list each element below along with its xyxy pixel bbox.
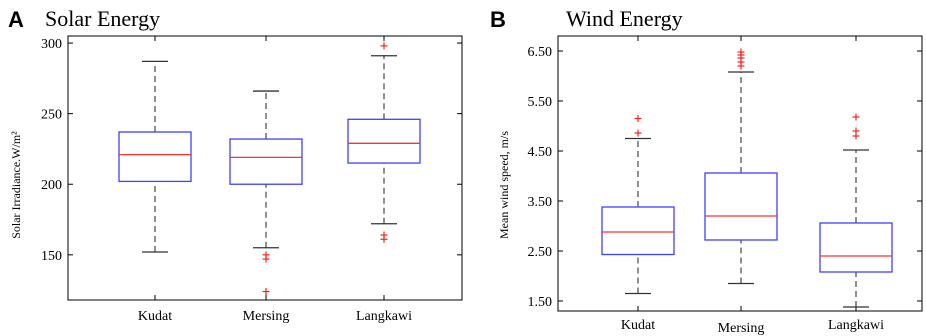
wind-outlier-langkawi: [852, 113, 860, 121]
wind-box-kudat: [601, 206, 675, 256]
wind-energy-panel: B Wind Energy Mean wind speed, m/s 1.50 2…: [490, 6, 923, 336]
solar-outlier-mersing: [262, 288, 270, 296]
wind-y-tick-label: 4.50: [528, 145, 553, 160]
solar-box-kudat: [118, 131, 192, 183]
solar-x-tick-label-kudat: Kudat: [138, 309, 172, 324]
wind-chart-title: Wind Energy: [566, 6, 683, 31]
solar-plot-frame: [67, 35, 463, 301]
wind-y-tick-label: 2.50: [528, 245, 553, 260]
wind-outlier-mersing: [737, 62, 745, 70]
wind-y-tick-label: 5.50: [528, 95, 553, 110]
solar-energy-panel: A Solar Energy Solar Irradiance.W/m² 150…: [8, 6, 463, 324]
wind-box-langkawi: [819, 222, 893, 273]
solar-plot-area: 150 200 250 300 Kudat Mersing Langkawi: [41, 36, 462, 324]
wind-x-tick-label-kudat: Kudat: [621, 318, 655, 333]
wind-box-mersing: [704, 172, 778, 241]
wind-y-tick-label: 6.50: [528, 45, 553, 60]
wind-y-axis-label: Mean wind speed, m/s: [497, 131, 511, 239]
solar-box-langkawi: [347, 118, 421, 164]
solar-chart-title: Solar Energy: [45, 6, 160, 31]
wind-outlier-langkawi: [852, 132, 860, 140]
wind-x-tick-label-mersing: Mersing: [718, 321, 765, 336]
solar-y-tick-label: 200: [41, 178, 62, 193]
solar-outlier-langkawi: [380, 42, 388, 50]
solar-outlier-mersing: [262, 255, 270, 263]
wind-outlier-kudat: [634, 129, 642, 137]
solar-x-tick-label-langkawi: Langkawi: [356, 309, 412, 324]
wind-y-tick-label: 3.50: [528, 195, 553, 210]
solar-outlier-langkawi: [380, 235, 388, 243]
solar-y-tick-label: 150: [41, 249, 62, 264]
wind-outlier-kudat: [634, 115, 642, 122]
solar-y-axis-label: Solar Irradiance.W/m²: [9, 131, 23, 239]
panel-letter-a: A: [8, 7, 24, 32]
solar-y-tick-label: 250: [41, 108, 62, 123]
wind-x-tick-label-langkawi: Langkawi: [828, 318, 884, 333]
wind-plot-area: 1.50 2.50 3.50 4.50 5.50 6.50 Kudat Mersing Lang…: [528, 36, 922, 336]
solar-y-tick-label: 300: [41, 37, 62, 52]
solar-box-mersing: [229, 138, 303, 185]
wind-y-tick-label: 1.50: [528, 295, 553, 310]
wind-plot-frame: [557, 35, 923, 312]
solar-x-tick-label-mersing: Mersing: [243, 309, 290, 324]
panel-letter-b: B: [490, 7, 506, 32]
